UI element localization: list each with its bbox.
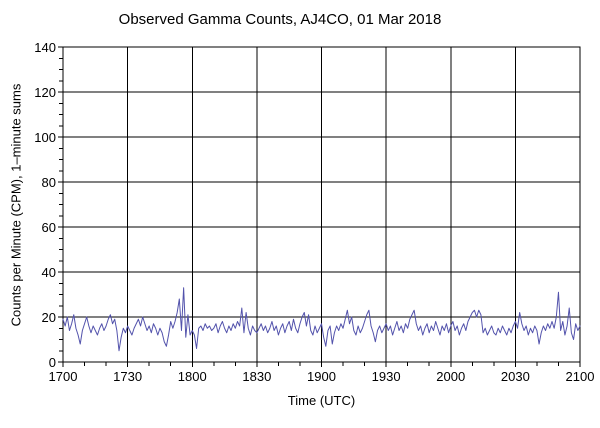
y-tick-label: 0 (49, 355, 56, 370)
x-tick-label: 1800 (178, 369, 207, 384)
y-tick-label: 80 (42, 175, 56, 190)
data-series-line (62, 287, 581, 352)
y-axis-title: Counts per Minute (CPM), 1–minute sums (8, 83, 24, 327)
x-tick-label: 1730 (113, 369, 142, 384)
y-tick-label: 120 (34, 85, 56, 100)
y-tick-label: 60 (42, 220, 56, 235)
x-tick-label: 2100 (566, 369, 595, 384)
x-tick-label: 1830 (242, 369, 271, 384)
chart-title: Observed Gamma Counts, AJ4CO, 01 Mar 201… (118, 11, 442, 28)
x-axis-title: Time (UTC) (287, 393, 356, 408)
x-tick-label: 2030 (501, 369, 530, 384)
x-tick-label: 1900 (307, 369, 336, 384)
x-tick-label: 1930 (372, 369, 401, 384)
y-tick-label: 40 (42, 265, 56, 280)
y-tick-label: 140 (34, 40, 56, 55)
x-tick-label: 2000 (436, 369, 465, 384)
y-tick-label: 20 (42, 310, 56, 325)
x-tick-label: 1700 (49, 369, 78, 384)
y-tick-label: 100 (34, 130, 56, 145)
